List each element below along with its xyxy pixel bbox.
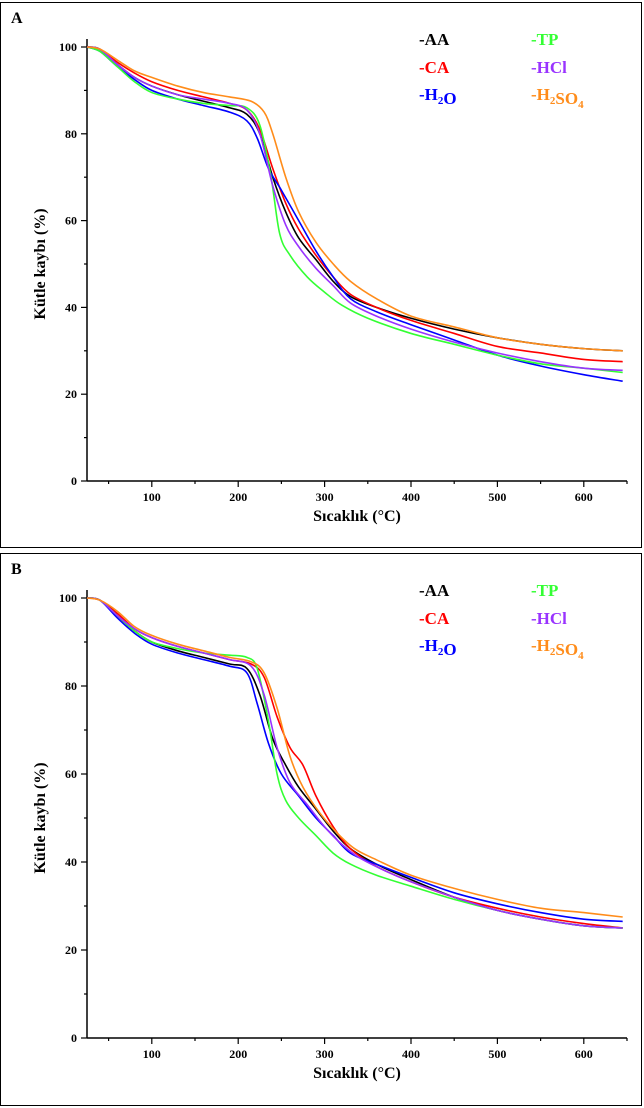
x-tick-label: 600 — [575, 1047, 593, 1061]
series-line-h2so4 — [86, 597, 623, 918]
y-tick-label: 20 — [65, 943, 77, 957]
legend-entry-h2o: -H2O — [419, 636, 457, 659]
legend-entry-ca: -CA — [419, 609, 450, 628]
series-line-tp — [86, 597, 623, 929]
x-tick-label: 300 — [316, 490, 334, 504]
series-line-h2o — [86, 597, 623, 923]
x-tick-label: 500 — [488, 490, 506, 504]
y-tick-label: 80 — [65, 127, 77, 141]
y-axis-title: Kütle kaybı (%) — [32, 208, 49, 319]
x-axis-title: Sıcaklık (°C) — [313, 508, 401, 525]
panel-a: A 100 200 300 400 500 600 0 20 40 60 80 100 Sıcaklık … — [0, 2, 642, 548]
panel-b: B 100 200 300 400 500 600 0 20 40 60 80 100 Sıcaklık … — [0, 553, 642, 1106]
y-axis-title: Kütle kaybı (%) — [32, 762, 49, 873]
chart-b: B 100 200 300 400 500 600 0 20 40 60 80 100 Sıcaklık … — [11, 561, 628, 1082]
legend: -AA -CA -H2O -TP -HCl -H2SO4 — [419, 30, 584, 111]
legend-entry-h2so4: -H2SO4 — [531, 636, 584, 662]
series-line-h2o — [86, 46, 623, 382]
panel-letter: B — [11, 561, 22, 578]
x-axis-title: Sıcaklık (°C) — [313, 1065, 401, 1082]
legend-entry-aa: -AA — [419, 30, 450, 49]
series-line-h2so4 — [86, 46, 623, 352]
x-tick-label: 100 — [143, 1047, 161, 1061]
series-line-tp — [86, 46, 623, 374]
series-group — [86, 597, 623, 929]
legend: -AA -CA -H2O -TP -HCl -H2SO4 — [419, 581, 584, 662]
legend-entry-tp: -TP — [531, 581, 558, 600]
y-tick-label: 20 — [65, 387, 77, 401]
legend-entry-h2so4: -H2SO4 — [531, 85, 584, 111]
y-tick-label: 40 — [65, 300, 77, 314]
y-tick-label: 40 — [65, 855, 77, 869]
panel-letter: A — [11, 10, 23, 27]
series-line-hcl — [86, 46, 623, 372]
x-tick-label: 100 — [143, 490, 161, 504]
legend-entry-hcl: -HCl — [531, 609, 567, 628]
y-tick-label: 60 — [65, 214, 77, 228]
series-group — [86, 46, 623, 382]
series-line-ca — [86, 46, 623, 363]
legend-entry-tp: -TP — [531, 30, 558, 49]
series-line-hcl — [86, 597, 623, 929]
chart-a: A 100 200 300 400 500 600 0 20 40 60 80 100 Sıcaklık … — [11, 10, 628, 525]
axes: 100 200 300 400 500 600 0 20 40 60 80 100 — [59, 39, 628, 504]
x-tick-label: 200 — [229, 490, 247, 504]
y-tick-label: 0 — [71, 474, 77, 488]
x-tick-label: 400 — [402, 1047, 420, 1061]
legend-entry-aa: -AA — [419, 581, 450, 600]
y-tick-label: 60 — [65, 767, 77, 781]
legend-entry-h2o: -H2O — [419, 85, 457, 108]
y-tick-label: 0 — [71, 1031, 77, 1045]
legend-entry-ca: -CA — [419, 58, 450, 77]
x-tick-label: 400 — [402, 490, 420, 504]
x-tick-label: 300 — [316, 1047, 334, 1061]
legend-entry-hcl: -HCl — [531, 58, 567, 77]
x-tick-label: 200 — [229, 1047, 247, 1061]
y-tick-label: 100 — [59, 40, 77, 54]
axes: 100 200 300 400 500 600 0 20 40 60 80 100 — [59, 590, 628, 1061]
x-tick-label: 500 — [488, 1047, 506, 1061]
y-tick-label: 100 — [59, 591, 77, 605]
y-tick-label: 80 — [65, 679, 77, 693]
x-tick-label: 600 — [575, 490, 593, 504]
